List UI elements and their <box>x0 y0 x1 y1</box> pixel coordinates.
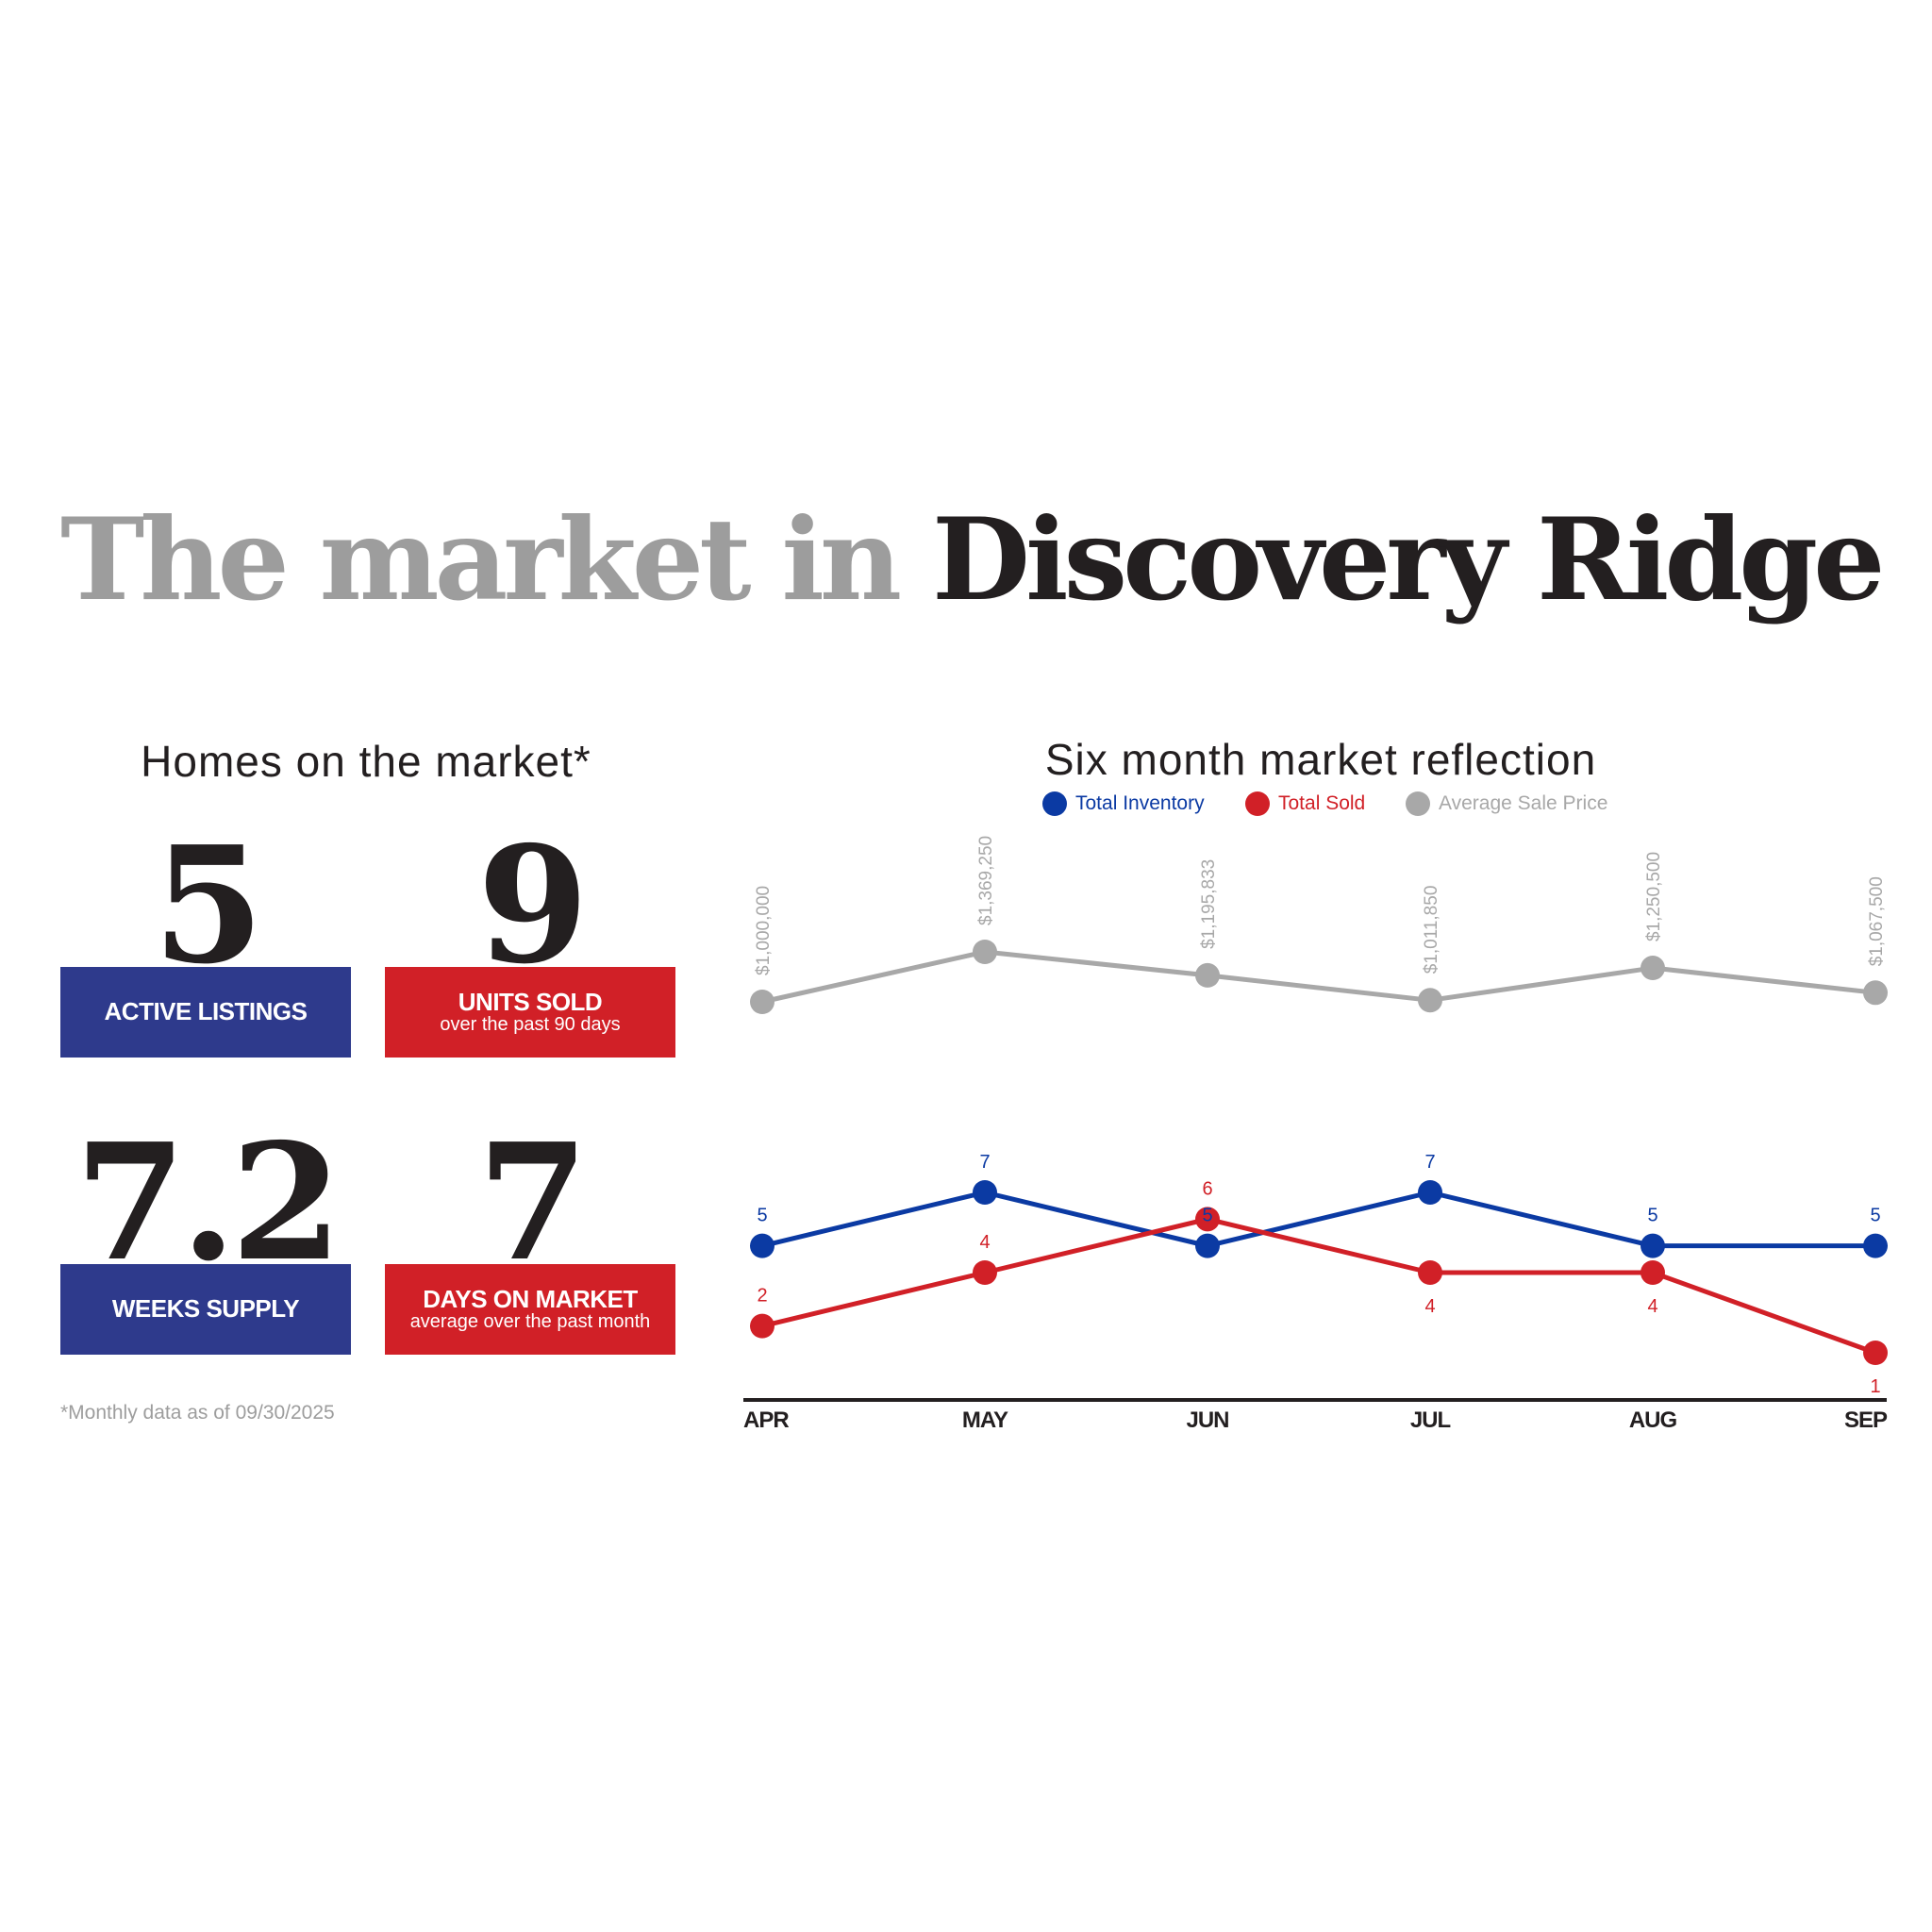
inventory-point-sep <box>1863 1233 1888 1258</box>
units-sold-sublabel: over the past 90 days <box>440 1014 621 1036</box>
x-tick-label-jul: JUL <box>1410 1407 1451 1433</box>
chart-title: Six month market reflection <box>1044 735 1597 784</box>
legend-item-sold: Total Sold <box>1245 787 1365 821</box>
legend-item-inventory: Total Inventory <box>1042 787 1205 821</box>
footnote: *Monthly data as of 09/30/2025 <box>60 1402 335 1424</box>
price-label-sep: $1,067,500 <box>1867 876 1887 966</box>
sold-label-sep: 1 <box>1870 1376 1880 1397</box>
price-point-sep <box>1863 980 1888 1006</box>
price-point-jul <box>1418 988 1442 1013</box>
active-listings-box: ACTIVE LISTINGS <box>60 967 351 1058</box>
inventory-point-aug <box>1641 1233 1665 1258</box>
inventory-point-jul <box>1418 1179 1442 1205</box>
price-label-may: $1,369,250 <box>976 836 996 925</box>
units-sold-label: UNITS SOLD <box>458 987 603 1016</box>
weeks-supply-label: WEEKS SUPPLY <box>111 1294 300 1324</box>
title-neighborhood: Discovery Ridge <box>931 493 1886 626</box>
x-tick-label-jun: JUN <box>1186 1407 1228 1433</box>
sold-point-sep <box>1863 1340 1888 1365</box>
inventory-label-jun: 5 <box>1202 1206 1212 1226</box>
weeks-supply-value: 7.2 <box>75 1108 342 1297</box>
days-on-market-box: DAYS ON MARKET average over the past mon… <box>385 1264 675 1355</box>
x-tick-label-sep: SEP <box>1844 1407 1888 1433</box>
stats-heading: Homes on the market* <box>141 737 591 786</box>
days-on-market-value: 7 <box>476 1108 589 1297</box>
legend-item-price: Average Sale Price <box>1406 787 1607 821</box>
sold-label-jun: 6 <box>1202 1178 1212 1199</box>
days-on-market-label: DAYS ON MARKET <box>423 1284 638 1313</box>
days-on-market-sublabel: average over the past month <box>409 1311 651 1333</box>
legend-swatch-sold <box>1245 791 1270 816</box>
sold-point-apr <box>750 1313 774 1339</box>
title-prefix: The market in <box>60 493 902 626</box>
inventory-label-may: 7 <box>979 1152 990 1173</box>
sold-point-may <box>973 1259 997 1285</box>
legend-label-price: Average Sale Price <box>1439 792 1608 814</box>
price-point-apr <box>750 990 774 1014</box>
price-point-jun <box>1195 962 1220 988</box>
inventory-label-sep: 5 <box>1870 1206 1880 1226</box>
price-point-may <box>973 940 997 964</box>
active-listings-value: 5 <box>152 811 264 1000</box>
active-listings-label: ACTIVE LISTINGS <box>104 997 308 1026</box>
price-series-line <box>761 949 1876 1005</box>
sold-label-may: 4 <box>979 1232 990 1253</box>
inventory-label-jul: 7 <box>1424 1152 1435 1173</box>
sold-point-jul <box>1418 1259 1442 1285</box>
inventory-series-line <box>761 1190 1875 1249</box>
units-sold-value: 9 <box>476 811 589 1000</box>
price-label-aug: $1,250,500 <box>1644 852 1664 941</box>
x-tick-label-aug: AUG <box>1629 1407 1677 1433</box>
inventory-label-apr: 5 <box>757 1206 767 1226</box>
price-label-jun: $1,195,833 <box>1199 859 1219 949</box>
inventory-point-apr <box>750 1233 774 1258</box>
units-sold-box: UNITS SOLD over the past 90 days <box>385 967 675 1058</box>
weeks-supply-box: WEEKS SUPPLY <box>60 1264 351 1355</box>
legend-label-inventory: Total Inventory <box>1075 792 1205 814</box>
price-label-apr: $1,000,000 <box>754 886 774 975</box>
inventory-point-jun <box>1195 1233 1220 1258</box>
sold-label-aug: 4 <box>1647 1296 1657 1317</box>
price-point-aug <box>1641 956 1665 981</box>
sold-point-aug <box>1641 1259 1665 1285</box>
sold-point-jun <box>1195 1207 1220 1232</box>
legend-swatch-inventory <box>1042 791 1067 816</box>
sold-label-jul: 4 <box>1424 1296 1435 1317</box>
legend-label-sold: Total Sold <box>1278 792 1366 814</box>
x-tick-label-apr: APR <box>743 1407 789 1433</box>
x-tick-label-may: MAY <box>962 1407 1008 1433</box>
inventory-label-aug: 5 <box>1647 1206 1657 1226</box>
sold-label-apr: 2 <box>757 1286 767 1307</box>
page-title: The market in Discovery Ridge <box>60 492 1886 628</box>
legend-swatch-price <box>1406 791 1430 816</box>
price-label-jul: $1,011,850 <box>1422 886 1441 974</box>
inventory-point-may <box>973 1179 997 1205</box>
sold-series-line <box>761 1216 1876 1356</box>
